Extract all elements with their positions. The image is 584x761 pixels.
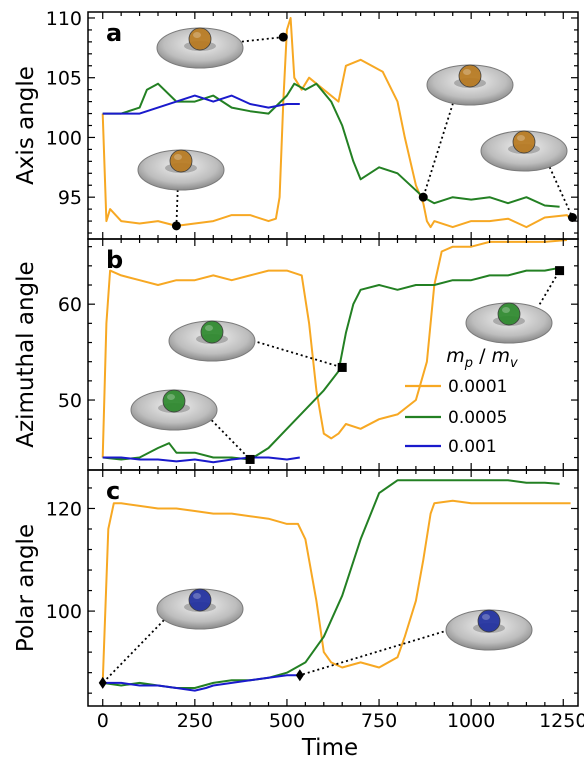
leader-line bbox=[546, 162, 574, 218]
leader-line bbox=[538, 270, 561, 305]
torus-inset-image bbox=[156, 588, 244, 630]
leader-line bbox=[102, 615, 169, 684]
legend-label-0.0005: 0.0005 bbox=[448, 408, 507, 428]
marker-circle bbox=[567, 212, 577, 222]
y-axis-title-c: Polar angle bbox=[13, 524, 39, 652]
y-axis-title-a: Axis angle bbox=[13, 66, 39, 185]
panel-c-frame bbox=[87, 469, 579, 707]
y-tick-label-c: 100 bbox=[46, 601, 82, 623]
legend-label-0.001: 0.001 bbox=[448, 437, 497, 457]
x-tick-label: 750 bbox=[361, 710, 397, 732]
leader-line bbox=[241, 36, 284, 43]
legend-title: mp / mv bbox=[446, 345, 518, 371]
leader-line bbox=[175, 184, 179, 226]
y-axis-title-b: Azimuthal angle bbox=[13, 261, 39, 447]
series-line-a-0.001 bbox=[102, 94, 300, 115]
marker-diamond bbox=[98, 676, 107, 689]
series-line-a-0.0001 bbox=[101, 17, 574, 229]
y-tick-label-a: 95 bbox=[58, 187, 82, 209]
marker-square bbox=[555, 266, 565, 276]
x-tick-label: 0 bbox=[97, 710, 109, 732]
leader-line bbox=[299, 629, 449, 677]
marker-square bbox=[245, 454, 255, 464]
x-tick-label: 500 bbox=[269, 710, 305, 732]
marker-circle bbox=[418, 192, 428, 202]
y-tick-label-b: 50 bbox=[58, 390, 82, 412]
y-tick-label-a: 110 bbox=[46, 8, 82, 30]
x-tick-label: 250 bbox=[177, 710, 213, 732]
markers-layer bbox=[98, 32, 577, 689]
panel-label-c: c bbox=[106, 477, 120, 505]
series-line-a-0.0005 bbox=[102, 82, 560, 208]
torus-inset-image bbox=[137, 149, 225, 191]
marker-circle bbox=[278, 32, 288, 42]
series-line-c-0.0005 bbox=[102, 479, 560, 689]
series-line-b-0.0001 bbox=[101, 239, 567, 458]
torus-inset-image bbox=[465, 302, 553, 344]
marker-square bbox=[337, 362, 347, 372]
series-line-b-0.001 bbox=[102, 456, 300, 464]
leader-line bbox=[207, 416, 251, 461]
torus-inset-image bbox=[168, 320, 256, 362]
torus-inset-image bbox=[156, 27, 244, 69]
panel-label-a: a bbox=[106, 19, 122, 47]
y-tick-label-b: 60 bbox=[58, 294, 82, 316]
leader-line bbox=[252, 339, 343, 369]
marker-diamond bbox=[295, 669, 304, 682]
torus-inset-image bbox=[130, 389, 218, 431]
y-tick-label-c: 120 bbox=[46, 498, 82, 520]
torus-inset-image bbox=[426, 64, 514, 106]
axes-layer: 95 100 105 110 50 60 100 120 0 250 500 750 1000 1250 bbox=[46, 8, 584, 732]
leader-lines-layer bbox=[102, 36, 574, 684]
torus-inset-image bbox=[480, 130, 568, 172]
series-line-c-0.0001 bbox=[101, 499, 571, 683]
inset-images-layer bbox=[130, 27, 568, 651]
leader-line bbox=[422, 98, 456, 198]
panel-a-series bbox=[101, 17, 574, 229]
panel-c-series bbox=[101, 479, 571, 692]
x-tick-label: 1250 bbox=[539, 710, 584, 732]
legend-label-0.0001: 0.0001 bbox=[448, 377, 507, 397]
x-axis-title: Time bbox=[301, 735, 358, 761]
y-tick-label-a: 100 bbox=[46, 127, 82, 149]
legend: mp / mv 0.0001 0.0005 0.001 bbox=[405, 345, 518, 457]
series-line-c-0.001 bbox=[102, 674, 300, 692]
panel-label-b: b bbox=[106, 246, 123, 274]
y-tick-label-a: 105 bbox=[46, 68, 82, 90]
torus-inset-image bbox=[445, 609, 533, 651]
marker-circle bbox=[171, 221, 181, 231]
x-tick-label: 1000 bbox=[447, 710, 495, 732]
